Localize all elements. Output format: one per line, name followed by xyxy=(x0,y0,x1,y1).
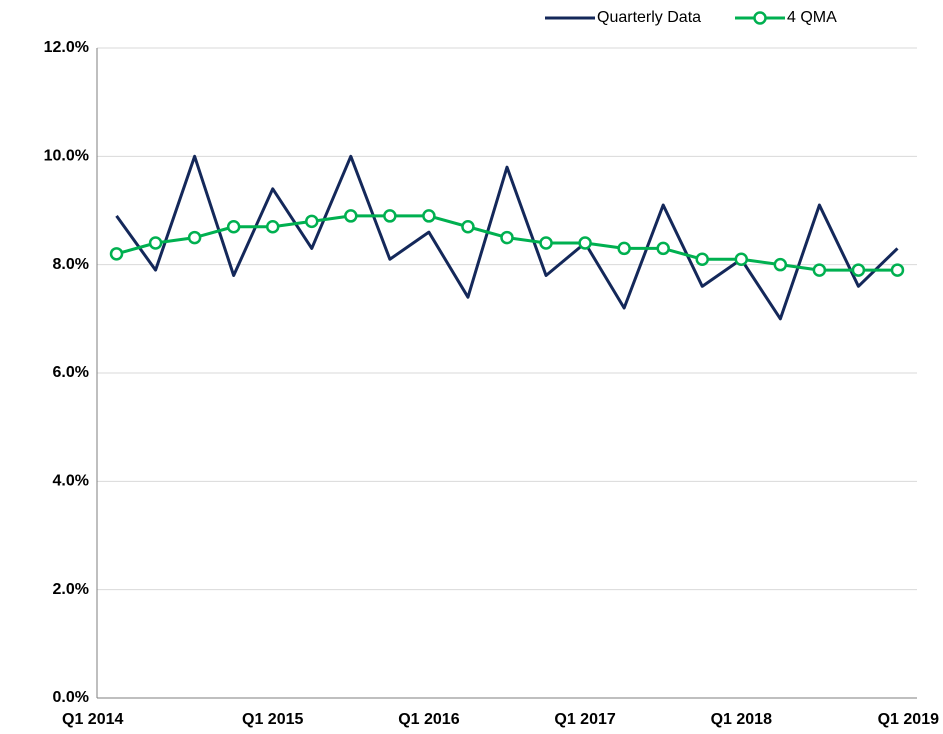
point-marker xyxy=(578,236,592,250)
point-marker xyxy=(500,230,514,245)
y-tick-label: 10.0% xyxy=(44,148,89,165)
point-marker xyxy=(187,230,202,245)
series-line xyxy=(115,154,899,321)
y-tick-label: 0.0% xyxy=(53,689,89,706)
x-tick-label: Q1 2017 xyxy=(554,711,615,728)
point-marker xyxy=(148,236,163,250)
y-tick-label: 12.0% xyxy=(44,39,89,56)
x-tick-label: Q1 2015 xyxy=(242,711,303,728)
point-marker xyxy=(539,236,553,250)
point-marker xyxy=(695,252,709,266)
point-marker xyxy=(890,263,905,277)
point-marker xyxy=(383,209,397,223)
legend-label: 4 QMA xyxy=(787,9,837,26)
y-tick-label: 4.0% xyxy=(53,473,89,490)
point-marker xyxy=(656,241,670,256)
point-marker xyxy=(305,214,319,229)
x-tick-label: Q1 2016 xyxy=(398,711,459,728)
point-marker xyxy=(851,263,866,277)
x-tick-label: Q1 2014 xyxy=(62,711,123,728)
point-marker xyxy=(344,209,358,223)
point-marker xyxy=(617,241,631,256)
legend-label: Quarterly Data xyxy=(597,9,701,26)
point-marker xyxy=(422,209,436,223)
point-marker xyxy=(226,220,241,234)
point-marker xyxy=(773,257,788,272)
point-marker xyxy=(109,247,124,261)
x-tick-label: Q1 2018 xyxy=(711,711,772,728)
point-marker xyxy=(734,252,749,266)
legend-marker xyxy=(753,11,767,25)
point-marker xyxy=(812,263,827,277)
y-tick-label: 8.0% xyxy=(53,256,89,273)
point-marker xyxy=(461,220,475,234)
point-marker xyxy=(265,220,280,234)
x-tick-label: Q1 2019 xyxy=(878,711,939,728)
y-tick-label: 2.0% xyxy=(53,581,89,598)
y-tick-label: 6.0% xyxy=(53,364,89,381)
